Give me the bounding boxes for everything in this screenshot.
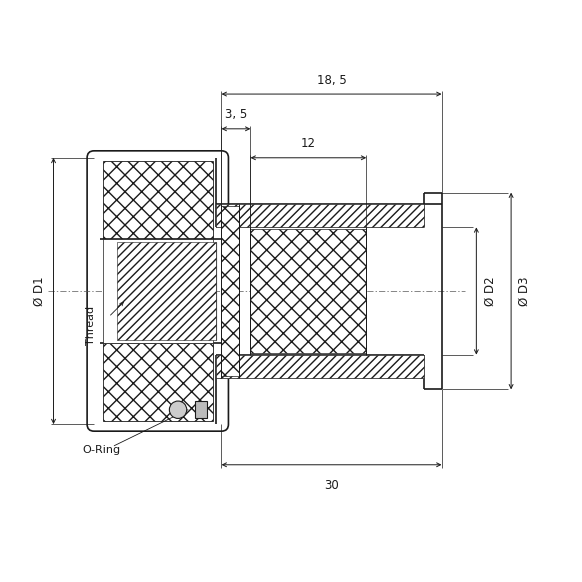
Text: 18, 5: 18, 5	[317, 73, 346, 87]
Bar	[103, 239, 213, 343]
Text: 30: 30	[324, 479, 339, 492]
Bar	[222, 206, 239, 376]
Text: O-Ring: O-Ring	[83, 445, 120, 455]
Text: Thread: Thread	[86, 306, 96, 345]
Bar	[196, 401, 207, 418]
Text: 12: 12	[301, 137, 316, 150]
FancyBboxPatch shape	[87, 151, 229, 431]
Text: Ø D3: Ø D3	[518, 276, 531, 306]
Text: Ø D2: Ø D2	[483, 276, 496, 306]
Bar	[216, 354, 424, 378]
Bar	[103, 161, 213, 239]
Text: 3, 5: 3, 5	[225, 108, 247, 121]
Text: Ø D1: Ø D1	[33, 276, 46, 306]
Bar	[103, 343, 213, 421]
Bar	[216, 204, 424, 228]
Circle shape	[169, 401, 187, 418]
Bar	[250, 229, 366, 353]
Bar	[117, 242, 216, 340]
